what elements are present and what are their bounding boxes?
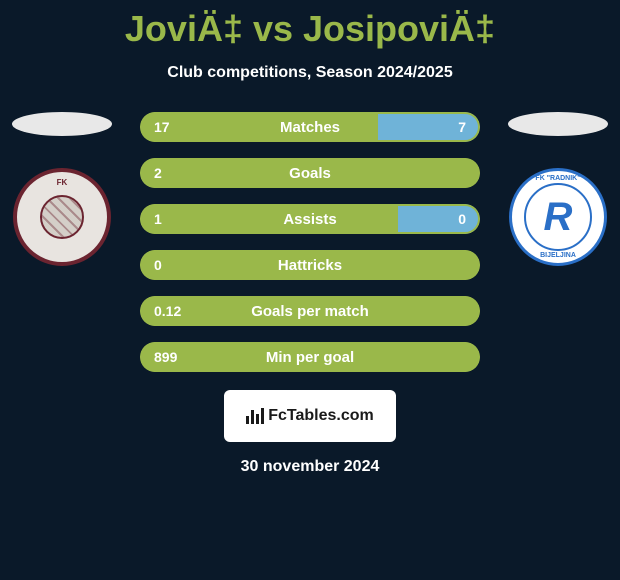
player-photo-left <box>12 112 112 136</box>
stat-label: Min per goal <box>140 349 480 366</box>
stat-label: Goals per match <box>140 303 480 320</box>
stats-bars: 177Matches 2Goals 10Assists 0Hattricks 0.12G… <box>140 112 480 372</box>
club-logo-left: FK <box>13 168 111 266</box>
stat-row: 899Min per goal <box>140 342 480 372</box>
brand-text: FcTables.com <box>268 407 374 425</box>
page-subtitle: Club competitions, Season 2024/2025 <box>0 64 620 82</box>
club-right-text-top: FK "RADNIK" <box>512 175 604 182</box>
club-left-ball-icon <box>40 195 84 239</box>
club-right-text-bottom: BIJELJINA <box>512 252 604 259</box>
date-text: 30 november 2024 <box>0 458 620 476</box>
stat-row: 0.12Goals per match <box>140 296 480 326</box>
stat-label: Goals <box>140 165 480 182</box>
stat-row: 0Hattricks <box>140 250 480 280</box>
page-title: JoviÄ‡ vs JosipoviÄ‡ <box>0 0 620 50</box>
stat-row: 10Assists <box>140 204 480 234</box>
brand-badge: FcTables.com <box>224 390 396 442</box>
right-side: FK "RADNIK" R BIJELJINA <box>498 112 618 266</box>
left-side: FK <box>2 112 122 266</box>
player-photo-right <box>508 112 608 136</box>
club-logo-right: FK "RADNIK" R BIJELJINA <box>509 168 607 266</box>
stat-label: Matches <box>140 119 480 136</box>
chart-icon <box>246 408 264 424</box>
stat-label: Hattricks <box>140 257 480 274</box>
club-left-text: FK <box>17 178 107 187</box>
comparison-container: FK 177Matches 2Goals 10Assists 0Hattricks 0.… <box>0 112 620 372</box>
club-right-ring-icon <box>524 183 592 251</box>
stat-row: 2Goals <box>140 158 480 188</box>
stat-label: Assists <box>140 211 480 228</box>
stat-row: 177Matches <box>140 112 480 142</box>
